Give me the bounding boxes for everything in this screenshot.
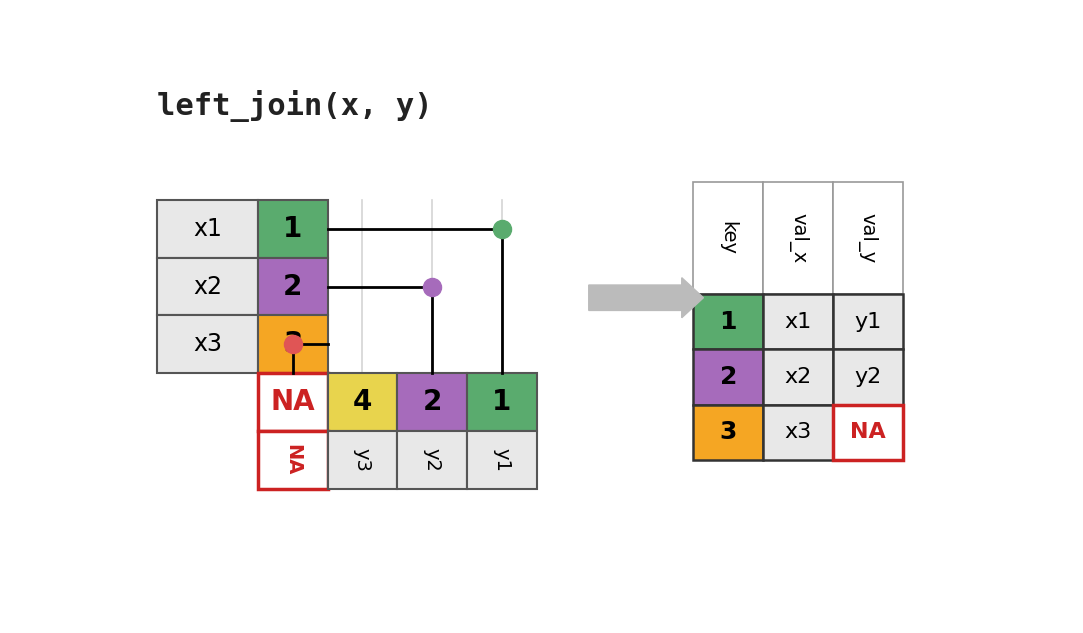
Bar	[258, 431, 327, 489]
Bar	[258, 315, 327, 373]
Text: 3: 3	[283, 330, 302, 358]
Bar	[397, 373, 467, 431]
Text: x2: x2	[784, 367, 811, 387]
Text: val_y: val_y	[858, 213, 877, 263]
Text: y1: y1	[493, 448, 511, 472]
Bar	[693, 404, 764, 460]
Text: left_join(x, y): left_join(x, y)	[157, 90, 433, 122]
Text: 2: 2	[283, 273, 302, 301]
Bar	[693, 294, 764, 349]
Bar	[833, 404, 902, 460]
Text: 2: 2	[719, 365, 736, 389]
Bar	[258, 258, 327, 315]
Bar	[397, 431, 467, 489]
Text: val_x: val_x	[788, 213, 808, 263]
Text: 1: 1	[493, 388, 511, 416]
Text: key: key	[719, 221, 738, 255]
Bar	[157, 258, 258, 315]
Text: y1: y1	[854, 311, 882, 332]
Text: 1: 1	[283, 215, 302, 243]
Bar	[833, 294, 902, 349]
Text: NA: NA	[271, 388, 315, 416]
Text: x1: x1	[784, 311, 811, 332]
Text: 1: 1	[719, 310, 738, 334]
FancyArrow shape	[589, 278, 704, 318]
Bar	[764, 404, 833, 460]
Bar	[467, 373, 537, 431]
Bar	[467, 431, 537, 489]
Text: NA: NA	[850, 422, 886, 442]
Bar	[693, 182, 764, 294]
Text: NA: NA	[283, 444, 302, 475]
Bar	[327, 373, 397, 431]
Bar	[258, 373, 327, 431]
Bar	[693, 349, 764, 404]
Bar	[764, 349, 833, 404]
Bar	[258, 200, 327, 258]
Bar	[764, 294, 833, 349]
Text: y2: y2	[854, 367, 882, 387]
Text: y3: y3	[353, 448, 371, 472]
Bar	[157, 315, 258, 373]
Text: 2: 2	[422, 388, 442, 416]
Text: x3: x3	[784, 422, 811, 442]
Bar	[157, 200, 258, 258]
Bar	[833, 349, 902, 404]
Text: x3: x3	[193, 332, 222, 356]
Text: 4: 4	[353, 388, 373, 416]
Text: y2: y2	[422, 448, 442, 472]
Text: x1: x1	[193, 217, 222, 241]
Text: 3: 3	[719, 420, 736, 444]
Bar	[327, 431, 397, 489]
Text: x2: x2	[193, 275, 222, 299]
Bar	[764, 182, 833, 294]
Bar	[833, 182, 902, 294]
